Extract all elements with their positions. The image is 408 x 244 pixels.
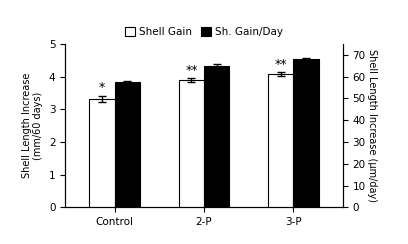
Text: **: **: [185, 64, 198, 77]
Bar: [204, 66, 229, 207]
Y-axis label: Shell Length Increase
(mm/60 days): Shell Length Increase (mm/60 days): [22, 73, 43, 178]
Y-axis label: Shell Length Increase (μm/day): Shell Length Increase (μm/day): [367, 49, 377, 202]
Bar: [179, 80, 204, 207]
Bar: [115, 82, 140, 207]
Text: **: **: [275, 58, 287, 71]
Bar: [268, 74, 293, 207]
Legend: Shell Gain, Sh. Gain/Day: Shell Gain, Sh. Gain/Day: [125, 27, 283, 37]
Bar: [89, 99, 115, 207]
Text: *: *: [99, 81, 105, 94]
Bar: [293, 59, 319, 207]
